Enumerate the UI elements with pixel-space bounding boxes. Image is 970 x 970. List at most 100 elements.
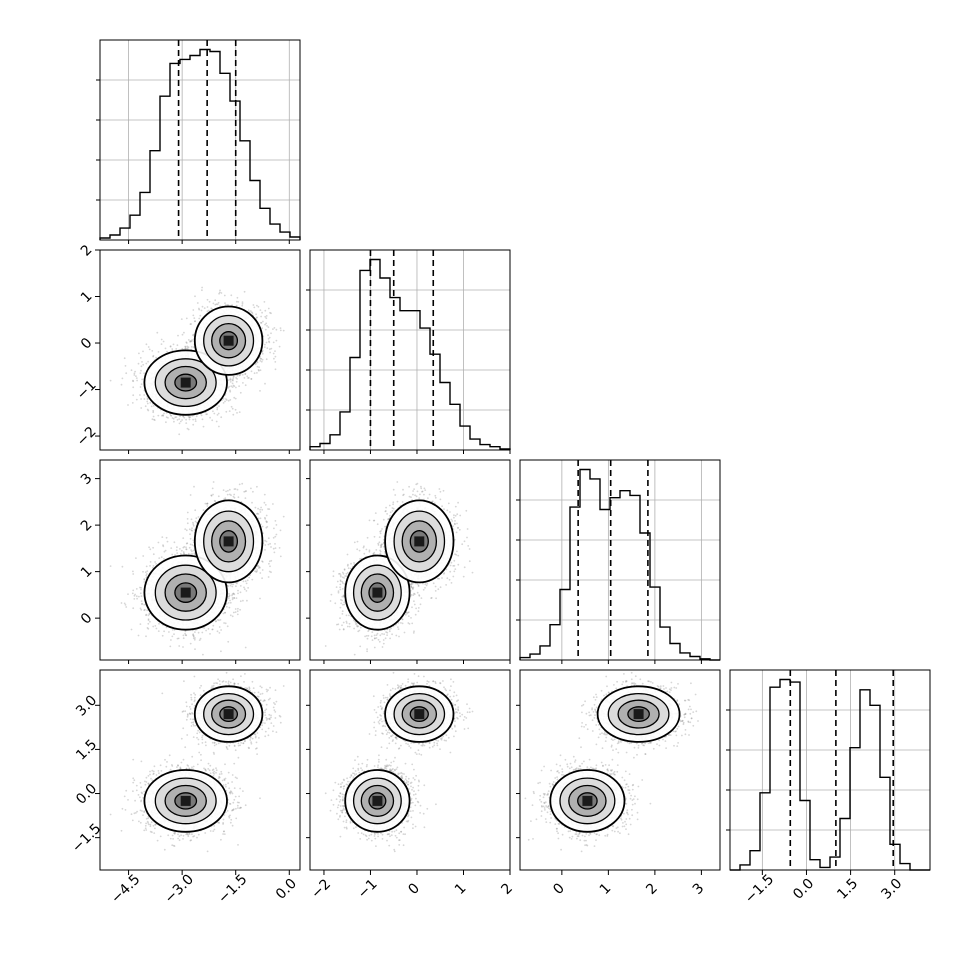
scatter-point	[146, 402, 149, 405]
scatter-point	[261, 327, 264, 330]
scatter-point	[141, 361, 143, 363]
scatter-point	[278, 547, 281, 549]
scatter-point	[259, 369, 262, 372]
scatter-point	[156, 331, 159, 334]
scatter-point	[200, 414, 203, 417]
scatter-point	[133, 374, 136, 376]
scatter-point	[264, 343, 266, 346]
scatter-point	[241, 304, 244, 307]
scatter-point	[231, 407, 234, 410]
scatter-point	[224, 302, 226, 304]
scatter-point	[226, 493, 229, 496]
scatter-point	[205, 413, 208, 416]
scatter-point	[264, 539, 266, 542]
scatter-point	[253, 306, 256, 309]
scatter-point	[236, 488, 239, 491]
scatter-point	[127, 404, 129, 406]
scatter-point	[179, 420, 182, 423]
scatter-point	[228, 493, 231, 496]
scatter-point	[191, 529, 194, 532]
scatter-point	[265, 341, 268, 344]
scatter-point	[272, 328, 274, 330]
scatter-point	[189, 340, 192, 343]
scatter-point	[267, 326, 270, 329]
scatter-point	[250, 370, 253, 373]
scatter-point	[189, 323, 192, 325]
scatter-point	[228, 385, 231, 388]
scatter-point	[120, 383, 123, 386]
scatter-point	[184, 345, 187, 348]
scatter-point	[274, 543, 276, 545]
density-peak	[180, 377, 191, 388]
scatter-point	[123, 357, 126, 360]
scatter-point	[175, 416, 178, 418]
scatter-point	[250, 378, 253, 380]
scatter-point	[215, 420, 218, 423]
scatter-point	[235, 377, 238, 379]
scatter-point	[211, 419, 214, 422]
scatter-point	[260, 321, 262, 324]
scatter-point	[231, 615, 234, 618]
scatter-point	[152, 404, 155, 407]
scatter-point	[264, 328, 267, 331]
scatter-point	[215, 303, 218, 306]
scatter-point	[194, 418, 197, 421]
scatter-point	[187, 339, 190, 341]
scatter-point	[134, 370, 137, 373]
scatter-point	[267, 337, 270, 340]
scatter-point	[216, 414, 219, 416]
scatter-point	[132, 607, 135, 610]
scatter-point	[192, 314, 195, 317]
scatter-point	[256, 372, 258, 374]
scatter-point	[274, 361, 277, 363]
scatter-point	[217, 301, 220, 304]
scatter-point	[152, 411, 155, 414]
scatter-point	[259, 357, 262, 360]
scatter-point	[185, 341, 188, 344]
scatter-point	[151, 350, 154, 352]
scatter-point	[219, 619, 222, 621]
scatter-point	[269, 351, 271, 354]
scatter-point	[256, 513, 258, 515]
scatter-point	[203, 627, 206, 629]
scatter-point	[247, 377, 249, 379]
scatter-point	[181, 347, 184, 350]
scatter-point	[149, 401, 152, 404]
scatter-point	[132, 380, 135, 383]
scatter-point	[232, 376, 235, 379]
scatter-point	[181, 333, 184, 336]
scatter-point	[235, 300, 238, 303]
scatter-point	[151, 418, 154, 421]
scatter-point	[146, 408, 149, 411]
scatter-point	[201, 286, 204, 289]
scatter-point	[230, 405, 233, 408]
scatter-point	[275, 339, 278, 342]
scatter-point	[224, 400, 226, 403]
scatter-point	[264, 315, 267, 318]
scatter-point	[213, 412, 216, 415]
scatter-point	[132, 394, 135, 397]
scatter-point	[173, 633, 175, 636]
scatter-point	[229, 377, 232, 380]
scatter-point	[164, 549, 167, 552]
scatter-point	[214, 299, 217, 302]
scatter-point	[139, 586, 141, 589]
scatter-point	[260, 315, 262, 318]
scatter-point	[178, 433, 181, 436]
scatter-point	[195, 415, 198, 418]
scatter-point	[265, 315, 268, 317]
scatter-point	[130, 628, 133, 631]
scatter-point	[229, 399, 232, 401]
scatter-point	[140, 369, 142, 372]
scatter-point	[257, 305, 260, 308]
scatter-point	[262, 320, 264, 323]
scatter-point	[270, 332, 272, 335]
scatter-point	[241, 373, 244, 376]
scatter-point	[144, 405, 147, 408]
scatter-point	[130, 369, 133, 372]
scatter-point	[223, 294, 226, 297]
scatter-point	[255, 313, 257, 316]
scatter-point	[185, 342, 188, 344]
scatter-point	[170, 415, 173, 417]
scatter-point	[147, 346, 150, 348]
